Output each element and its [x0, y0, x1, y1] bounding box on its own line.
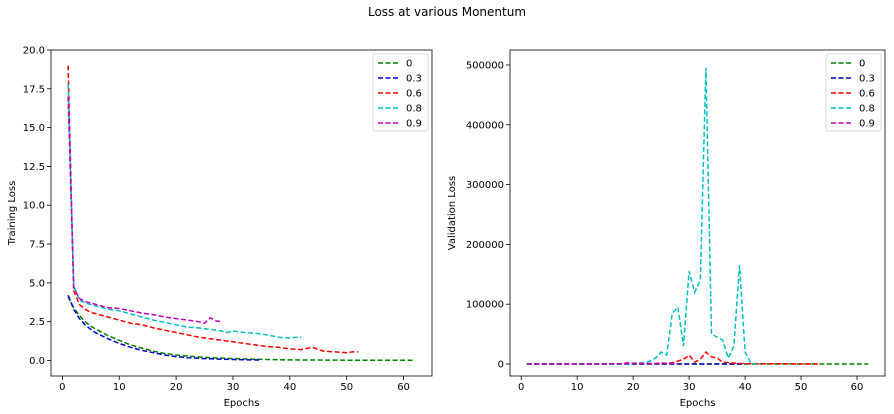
series-line-0.6 — [67, 65, 359, 354]
legend-label: 0.6 — [406, 89, 422, 100]
x-tick-label: 20 — [170, 382, 183, 393]
legend-label: 0.8 — [859, 104, 875, 115]
y-tick-label: 300000 — [466, 180, 504, 191]
x-tick-label: 40 — [283, 382, 296, 393]
legend-label: 0 — [859, 59, 865, 70]
y-tick-label: 500000 — [466, 60, 504, 71]
legend-label: 0.3 — [406, 74, 422, 85]
y-tick-label: 200000 — [466, 240, 504, 251]
y-tick-label: 20.0 — [23, 46, 45, 57]
legend-label: 0.3 — [859, 74, 875, 85]
y-tick-label: 12.5 — [23, 162, 45, 173]
legend-box — [825, 53, 882, 132]
series-line-0 — [67, 296, 415, 362]
x-tick-label: 60 — [851, 382, 864, 393]
x-tick-label: 30 — [683, 382, 696, 393]
series-line-0.8 — [526, 67, 757, 365]
x-tick-label: 50 — [340, 382, 353, 393]
series-line-0.8 — [67, 84, 302, 339]
legend-label: 0.9 — [406, 119, 422, 130]
plot-area — [526, 67, 869, 365]
series-line-0.6 — [526, 351, 818, 365]
legend-label: 0.8 — [406, 104, 422, 115]
y-axis-label: Training Loss — [7, 181, 18, 247]
axes-frame — [50, 49, 433, 377]
legend-label: 0.9 — [859, 119, 875, 130]
y-tick-label: 10.0 — [23, 201, 45, 212]
y-tick-label: 400000 — [466, 120, 504, 131]
subplot-1: 0 10 20 30 40 50 60 0.0 2.5 5.0 7.5 10.0 12.5 15.0 17.… — [7, 46, 433, 409]
series-line-0.3 — [67, 295, 262, 361]
x-tick-label: 30 — [227, 382, 240, 393]
legend: 0 0.3 0.6 0.8 0.9 — [372, 53, 429, 132]
legend-label: 0.6 — [859, 89, 875, 100]
y-tick-label: 15.0 — [23, 123, 45, 134]
figure-title: Loss at various Monentum — [367, 5, 527, 19]
x-axis-label: Epochs — [224, 398, 260, 409]
plot-area — [67, 65, 415, 362]
y-axis-label: Validation Loss — [447, 176, 458, 251]
x-tick-label: 40 — [739, 382, 752, 393]
series-line-0.9 — [526, 362, 678, 365]
x-tick-label: 0 — [518, 382, 524, 393]
x-tick-label: 20 — [627, 382, 640, 393]
y-tick-label: 0 — [498, 360, 504, 371]
x-tick-label: 0 — [59, 382, 65, 393]
x-tick-label: 60 — [397, 382, 410, 393]
x-tick-label: 10 — [113, 382, 126, 393]
y-tick-label: 100000 — [466, 300, 504, 311]
y-tick-label: 0.0 — [29, 356, 45, 367]
subplot-2: 0 10 20 30 40 50 60 0 100000 200000 300000 400000 50… — [447, 49, 886, 409]
y-tick-label: 17.5 — [23, 84, 45, 95]
y-tick-label: 7.5 — [29, 240, 45, 251]
series-line-0.9 — [67, 96, 222, 325]
x-tick-label: 10 — [571, 382, 584, 393]
y-tick-label: 2.5 — [29, 317, 45, 328]
legend-box — [372, 53, 429, 132]
legend: 0 0.3 0.6 0.8 0.9 — [825, 53, 882, 132]
x-tick-label: 50 — [795, 382, 808, 393]
x-axis-label: Epochs — [680, 398, 716, 409]
axes-frame — [509, 49, 886, 377]
y-tick-label: 5.0 — [29, 278, 45, 289]
legend-label: 0 — [406, 59, 412, 70]
